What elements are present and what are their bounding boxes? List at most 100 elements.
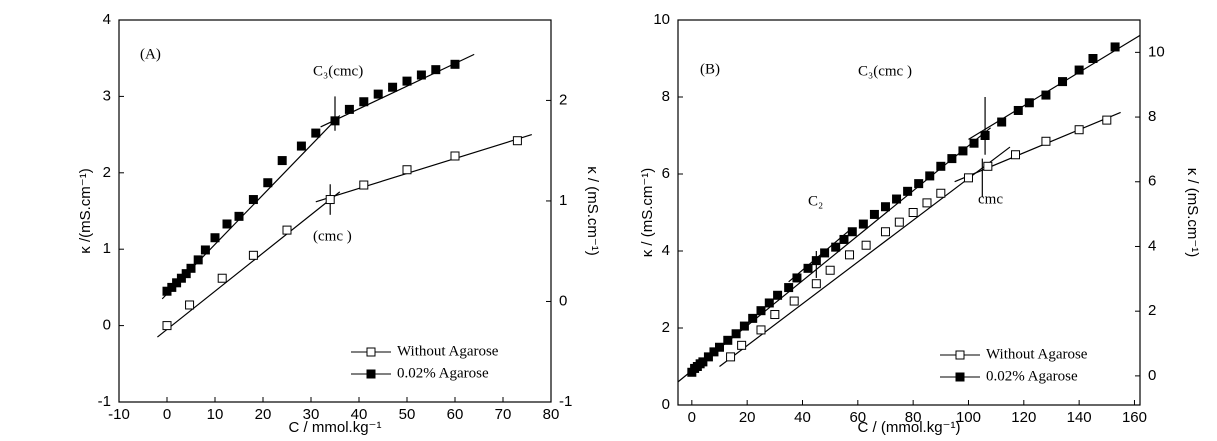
y-tick-label: 10 xyxy=(653,11,670,28)
data-point xyxy=(1011,150,1021,160)
data-point xyxy=(936,188,946,198)
legend-label: Without Agarose xyxy=(397,343,499,359)
annotation: C₂ xyxy=(808,193,823,209)
data-point xyxy=(789,296,799,306)
fit-line xyxy=(157,191,341,338)
x-tick-label: 160 xyxy=(1122,409,1147,426)
y2-tick-label: 10 xyxy=(1148,43,1165,60)
data-point xyxy=(698,357,708,367)
annotation: cmc xyxy=(978,191,1003,207)
y2-tick-label: 0 xyxy=(1148,367,1156,384)
data-point xyxy=(980,131,990,140)
data-point xyxy=(222,219,232,229)
y-tick-label: 6 xyxy=(662,165,670,182)
data-point xyxy=(748,313,758,323)
y-tick-label: -1 xyxy=(98,393,111,410)
data-point xyxy=(416,70,426,80)
data-point xyxy=(172,278,182,288)
data-point xyxy=(958,146,968,156)
data-point xyxy=(983,161,993,171)
data-point xyxy=(714,342,724,352)
data-point xyxy=(845,250,855,260)
y2-axis-label: κ / (mS.cm⁻¹) xyxy=(584,166,601,256)
data-point xyxy=(181,269,191,279)
data-point xyxy=(1110,42,1120,52)
panel-label: (A) xyxy=(140,46,161,62)
data-point xyxy=(1041,90,1051,100)
data-point xyxy=(847,227,857,237)
data-point xyxy=(344,104,354,114)
y2-tick-label: 2 xyxy=(559,91,567,108)
y-axis-label: κ / (mS.cm⁻¹) xyxy=(639,168,656,258)
data-point xyxy=(1024,98,1034,108)
data-point xyxy=(402,76,412,86)
data-point xyxy=(296,141,306,151)
data-point xyxy=(880,227,890,237)
annotation: C₃(cmc ) xyxy=(858,63,912,79)
y-tick-label: 4 xyxy=(662,242,670,259)
data-point xyxy=(969,138,979,148)
data-point xyxy=(431,65,441,75)
data-point xyxy=(880,202,890,212)
legend-marker xyxy=(955,372,965,382)
data-point xyxy=(277,156,287,166)
data-point xyxy=(185,300,195,310)
x-tick-label: 40 xyxy=(794,409,811,426)
x-tick-label: 80 xyxy=(905,409,922,426)
data-point xyxy=(811,256,821,266)
data-point xyxy=(167,282,177,292)
y2-tick-label: 0 xyxy=(559,292,567,309)
x-tick-label: 80 xyxy=(543,406,560,423)
fit-line xyxy=(954,111,1121,183)
data-point xyxy=(922,198,932,208)
data-point xyxy=(1074,125,1084,135)
data-point xyxy=(512,136,522,146)
data-point xyxy=(248,195,258,205)
data-point xyxy=(234,211,244,221)
data-point xyxy=(325,195,335,205)
data-point xyxy=(731,329,741,339)
legend-marker xyxy=(366,347,376,357)
data-point xyxy=(388,82,398,92)
data-point xyxy=(1013,105,1023,115)
data-point xyxy=(784,283,794,293)
panel-label: (B) xyxy=(700,61,720,77)
legend-label: 0.02% Agarose xyxy=(397,365,489,381)
annotation: (cmc ) xyxy=(313,228,352,244)
x-tick-label: -10 xyxy=(108,406,130,423)
x-tick-label: 40 xyxy=(351,406,368,423)
data-point xyxy=(869,209,879,219)
x-tick-label: 30 xyxy=(303,406,320,423)
y-tick-label: 1 xyxy=(103,240,111,257)
data-point xyxy=(186,263,196,273)
y2-tick-label: 6 xyxy=(1148,173,1156,190)
data-point xyxy=(936,161,946,171)
plot-frame xyxy=(118,19,552,403)
data-point xyxy=(839,234,849,244)
fit-line xyxy=(315,134,532,203)
data-point xyxy=(402,165,412,175)
data-point xyxy=(193,255,203,265)
data-point xyxy=(263,178,273,188)
x-tick-label: 20 xyxy=(255,406,272,423)
y2-tick-label: 1 xyxy=(559,192,567,209)
data-point xyxy=(925,171,935,181)
y2-tick-label: 8 xyxy=(1148,108,1156,125)
legend-label: Without Agarose xyxy=(986,346,1088,362)
x-tick-label: 60 xyxy=(849,409,866,426)
y-tick-label: 8 xyxy=(662,88,670,105)
data-point xyxy=(803,263,813,273)
data-point xyxy=(709,347,719,357)
data-point xyxy=(282,225,292,235)
data-point xyxy=(359,180,369,190)
data-point xyxy=(373,89,383,99)
x-tick-label: 70 xyxy=(495,406,512,423)
fit-line xyxy=(968,34,1141,140)
y2-tick-label: 2 xyxy=(1148,302,1156,319)
x-tick-label: 10 xyxy=(207,406,224,423)
data-point xyxy=(210,233,220,243)
data-point xyxy=(963,173,973,183)
y-tick-label: 2 xyxy=(103,164,111,181)
data-point xyxy=(1058,77,1068,87)
